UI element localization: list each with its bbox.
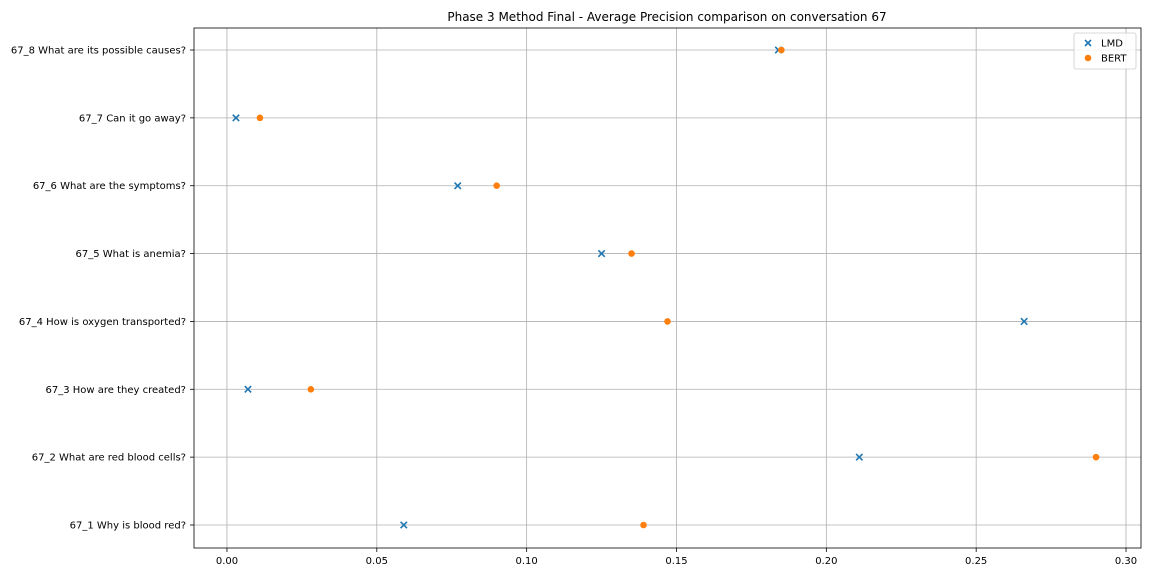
lmd-point-stroke: [1020, 317, 1028, 326]
x-tick-label: 0.00: [216, 556, 238, 567]
lmd-point: [1020, 317, 1028, 326]
lmd-point: [232, 114, 240, 122]
lmd-point: [597, 249, 606, 258]
legend-marker-lmd: [1084, 39, 1092, 47]
plot-frame: [193, 27, 1142, 549]
y-tick-label: 67_4 How is oxygen transported?: [19, 317, 186, 328]
lmd-point-stroke: [244, 385, 252, 394]
legend-marker-stroke: [1084, 39, 1092, 47]
lmd-point: [855, 453, 864, 461]
bert-point: [493, 182, 500, 190]
bert-point: [778, 46, 785, 54]
chart-title: Phase 3 Method Final - Average Precision…: [447, 10, 886, 24]
axes: 0.00 0.05 0.10 0.15 0.20 0.25 0.30 67_1 Why is …: [11, 27, 1142, 567]
y-tick-label: 67_2 What are red blood cells?: [32, 453, 186, 464]
bert-point: [256, 114, 264, 122]
grid-lines: [194, 28, 1141, 548]
y-tick-label: 67_5 What is anemia?: [76, 249, 186, 260]
lmd-point-stroke: [453, 181, 462, 190]
lmd-point-stroke: [597, 249, 606, 258]
y-tick-label: 67_1 Why is blood red?: [70, 521, 186, 532]
lmd-point-stroke: [855, 453, 864, 461]
x-tick-label: 0.10: [516, 556, 538, 567]
legend-label: BERT: [1101, 54, 1127, 65]
lmd-point: [244, 385, 252, 394]
y-tick-label: 67_8 What are its possible causes?: [11, 46, 186, 57]
legend: LMD BERT: [1073, 32, 1137, 70]
x-tick-label: 0.20: [815, 556, 837, 567]
lmd-point: [453, 181, 462, 190]
lmd-point: [400, 521, 408, 529]
legend-marker-bert: [1084, 54, 1092, 62]
lmd-point-stroke: [232, 114, 240, 122]
lmd-point-stroke: [400, 521, 408, 529]
bert-point: [307, 385, 315, 393]
bert-point: [1092, 453, 1100, 461]
bert-point: [664, 318, 671, 325]
x-tick-label: 0.30: [1115, 556, 1137, 567]
bert-point: [640, 521, 647, 529]
x-tick-label: 0.15: [665, 556, 687, 567]
y-tick-label: 67_3 How are they created?: [45, 385, 186, 396]
y-tick-label: 67_6 What are the symptoms?: [33, 181, 186, 192]
y-tick-label: 67_7 Can it go away?: [79, 113, 186, 124]
x-tick-label: 0.25: [965, 556, 987, 567]
legend-label: LMD: [1101, 39, 1123, 50]
bert-point: [628, 250, 635, 257]
data-points: [232, 46, 1100, 529]
x-tick-label: 0.05: [366, 556, 388, 567]
